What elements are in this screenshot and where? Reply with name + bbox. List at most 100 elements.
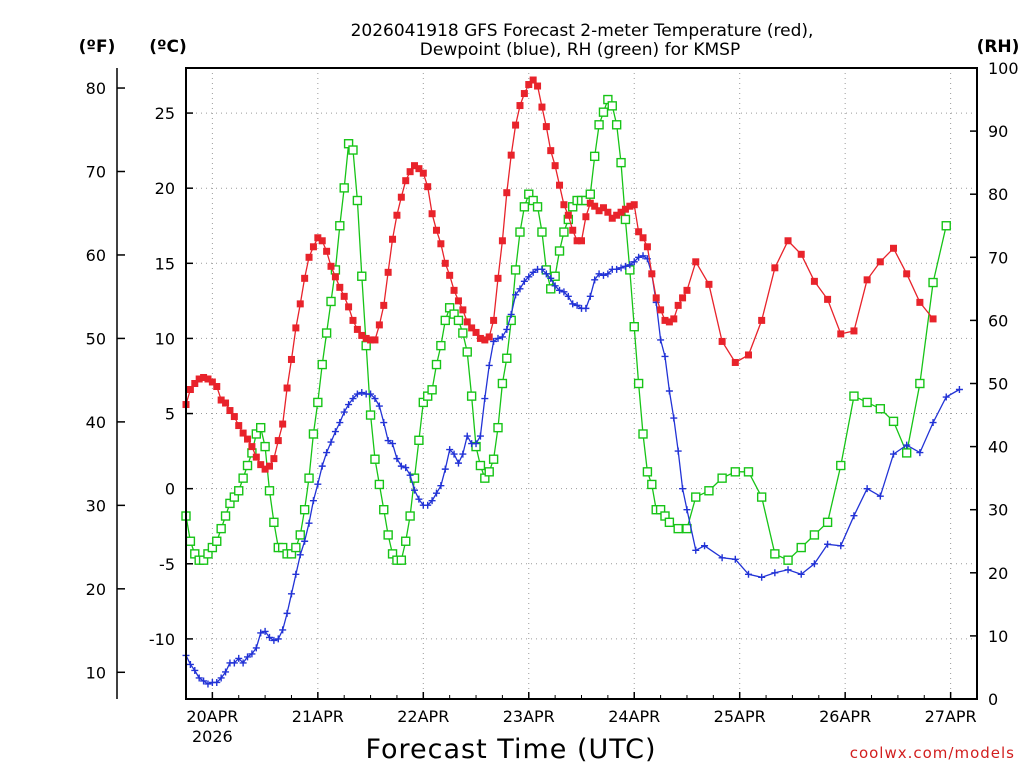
temperature-point (472, 328, 480, 336)
rh-point (242, 460, 253, 471)
dewpoint-point (876, 492, 884, 500)
temperature-point (191, 380, 199, 387)
temperature-point (270, 455, 278, 463)
rh-point (462, 347, 472, 357)
temperature-point (556, 181, 564, 189)
temperature-point (314, 234, 322, 242)
rh-point (594, 120, 604, 130)
celsius-tick-label: 10 (155, 329, 175, 348)
temperature-point (547, 147, 555, 155)
rh-point (620, 214, 631, 225)
dewpoint-point (604, 270, 612, 278)
temperature-point (208, 378, 216, 386)
rh-point (220, 511, 231, 521)
dewpoint-point (301, 537, 309, 545)
celsius-tick-label: 5 (165, 405, 175, 424)
dewpoint-point (890, 450, 898, 458)
temperature-point (599, 204, 607, 212)
credit-link[interactable]: coolwx.com/models (850, 744, 1015, 762)
rh-point (915, 378, 925, 389)
rh-tick-label: 100 (988, 59, 1019, 78)
chart-title-line1: 2026041918 GFS Forecast 2-meter Temperat… (351, 21, 814, 41)
temperature-point (274, 437, 282, 445)
temperature-point (424, 183, 432, 191)
rh-point (436, 340, 446, 351)
temperature-point (468, 324, 476, 332)
temperature-point (261, 465, 269, 473)
rh-point (559, 227, 569, 237)
dewpoint-point (450, 450, 458, 458)
temperature-point (279, 420, 287, 428)
rh-point (216, 523, 226, 534)
rh-point (796, 542, 806, 553)
dewpoint-point (670, 414, 678, 422)
dewpoint-point (446, 446, 454, 454)
dewpoint-point (406, 471, 414, 479)
dewpoint-point (626, 261, 634, 269)
rh-point (493, 422, 503, 433)
fahrenheit-tick-label: 40 (86, 413, 106, 432)
dewpoint-point (397, 462, 405, 470)
dewpoint-point (525, 273, 533, 281)
dewpoint-point (718, 554, 726, 562)
dewpoint-point (217, 674, 225, 682)
x-tick-label: 26APR (819, 707, 871, 726)
dewpoint-point (591, 276, 599, 284)
dewpoint-point (235, 654, 243, 662)
temperature-point (758, 316, 766, 324)
rh-tick-label: 30 (988, 501, 1008, 520)
temperature-point (301, 274, 309, 282)
temperature-point (375, 321, 383, 329)
rh-axis-label: (RH) (977, 37, 1020, 57)
dewpoint-point (639, 252, 647, 260)
temperature-point (437, 240, 445, 248)
dewpoint-point (621, 262, 629, 270)
temperature-point (929, 315, 937, 323)
dewpoint-point (230, 659, 238, 667)
temperature-point (454, 297, 462, 305)
rh-point (941, 221, 951, 231)
celsius-tick-label: 0 (165, 480, 175, 499)
rh-point (264, 486, 275, 496)
temperature-point (692, 258, 700, 266)
fahrenheit-tick-label: 60 (86, 246, 106, 265)
rh-point (458, 328, 468, 338)
rh-point (488, 454, 499, 464)
temperature-point (217, 396, 225, 404)
rh-point (875, 404, 886, 414)
temperature-point (367, 336, 375, 344)
temperature-point (327, 262, 335, 270)
temperature-point (481, 336, 489, 344)
rh-point (234, 486, 244, 496)
temperature-point (525, 81, 533, 89)
temperature-point (419, 169, 427, 177)
rh-point (673, 523, 683, 534)
dewpoint-point (679, 485, 687, 493)
dewpoint-point (305, 519, 313, 527)
dewpoint-point (375, 402, 383, 410)
temperature-point (498, 237, 506, 245)
dewpoint-point (771, 569, 779, 577)
dewpoint-point (411, 486, 419, 494)
rh-point (313, 397, 323, 408)
dewpoint-point (507, 310, 515, 318)
rh-point (370, 454, 380, 464)
temperature-point (265, 462, 273, 470)
rh-point (928, 277, 938, 288)
rh-point (633, 378, 644, 389)
temperature-point (534, 82, 542, 90)
temperature-point (309, 243, 317, 251)
temperature-point (784, 237, 792, 245)
fahrenheit-tick-label: 30 (86, 496, 106, 515)
dewpoint-point (837, 542, 845, 550)
dewpoint-point (850, 512, 858, 520)
dewpoint-point (556, 286, 564, 294)
rh-point (704, 486, 714, 496)
dewpoint-point (481, 395, 489, 403)
dewpoint-point (283, 609, 291, 617)
dewpoint-point (490, 337, 498, 345)
rh-point (260, 441, 270, 452)
dewpoint-point (371, 395, 379, 403)
fahrenheit-tick-label: 50 (86, 329, 106, 348)
rh-point (849, 391, 859, 401)
